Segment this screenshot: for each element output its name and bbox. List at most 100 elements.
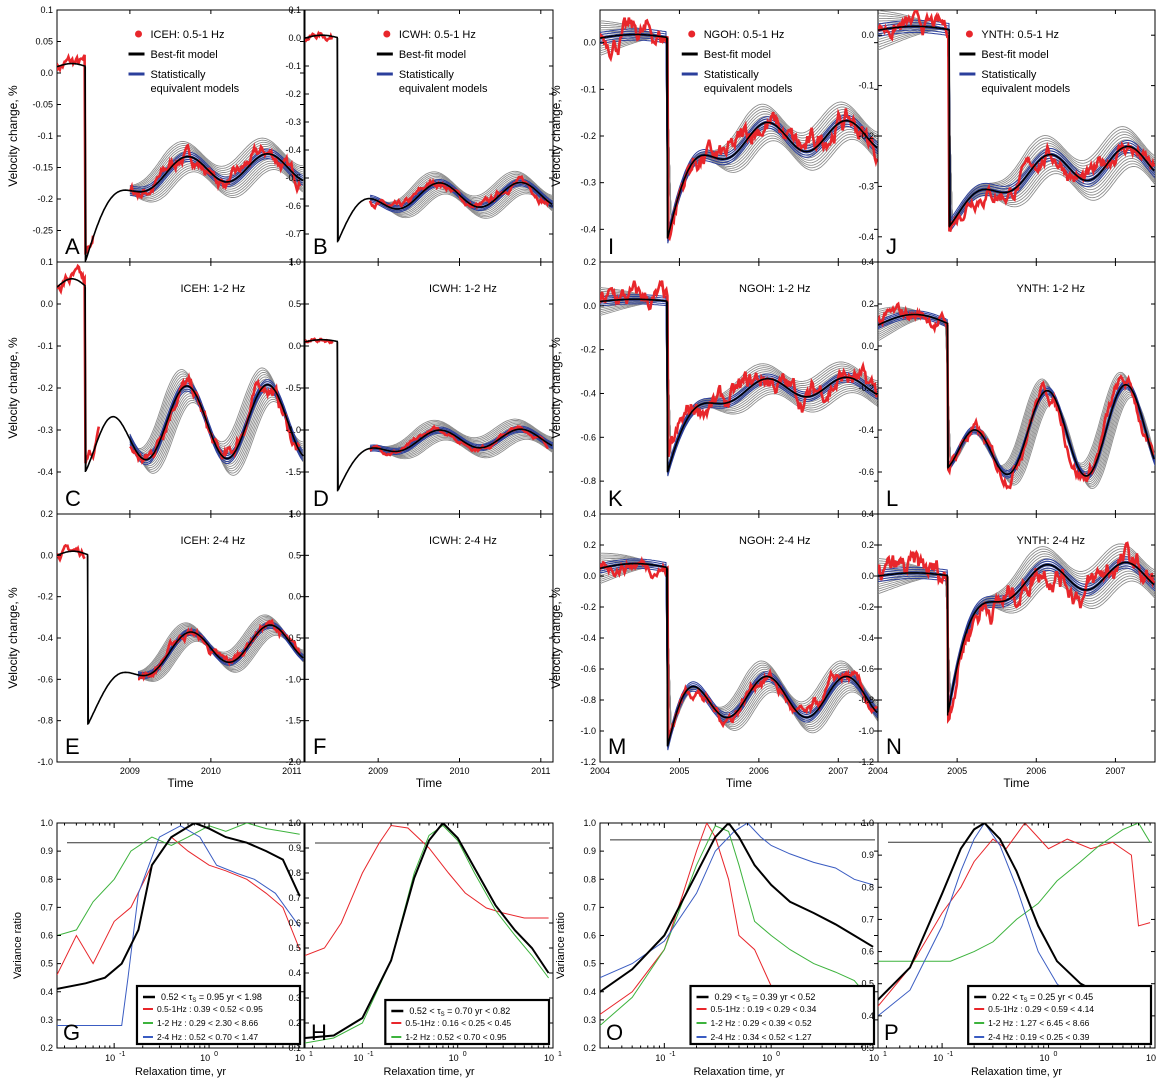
y-tick-label: 0.5 [861, 979, 874, 989]
legend-equiv-label: equivalent models [151, 83, 240, 95]
legend-best-label: Best-fit model [399, 49, 466, 61]
equivalent-model-gray [129, 139, 303, 187]
panel-K: 0.2 0.0 -0.2 -0.4 -0.6 -0.8 NGOH: 1-2 Hz K Veloc… [549, 257, 879, 515]
panel-title: NGOH: 2-4 Hz [739, 535, 811, 547]
x-tick-label: 2004 [590, 766, 610, 776]
equivalent-model-blue [600, 560, 878, 743]
best-fit-model [57, 277, 304, 472]
best-fit-model [305, 338, 553, 491]
y-tick-label: 0.1 [40, 257, 53, 267]
y-tick-label: 0.2 [861, 299, 874, 309]
x-axis-label: Time [726, 776, 753, 790]
equivalent-model-gray [369, 437, 553, 459]
equivalent-model-gray [878, 15, 1155, 223]
legend-row: 2-4 Hz : 0.19 < 0.25 < 0.39 [988, 1032, 1089, 1042]
y-tick-label: -0.5 [285, 633, 301, 643]
y-tick-label: -0.2 [37, 383, 53, 393]
panel-letter: G [63, 1020, 80, 1045]
y-tick-label: -0.1 [37, 131, 53, 141]
legend-observed-label: ICEH: 0.5-1 Hz [151, 29, 225, 41]
x-tick-label-exponent: 0 [1054, 1051, 1058, 1058]
plot-area [305, 337, 553, 492]
x-tick-label: 10 [200, 1053, 210, 1063]
y-tick-label: 0.0 [40, 299, 53, 309]
x-tick-label: 10 [1146, 1053, 1156, 1063]
legend-row: 2-4 Hz : 0.34 < 0.52 < 1.27 [711, 1032, 812, 1042]
panel-letter: M [608, 734, 626, 759]
panel-title: ICEH: 1-2 Hz [181, 283, 246, 295]
axes-frame [304, 261, 554, 515]
variance-series-vr_1_2 [600, 825, 874, 1026]
panel-letter: F [313, 734, 326, 759]
best-fit-model [878, 25, 1155, 229]
observed-series [129, 372, 301, 465]
x-tick-label-exponent: 1 [558, 1051, 562, 1058]
y-tick-label: -0.05 [32, 100, 53, 110]
panel-title: YNTH: 2-4 Hz [1017, 535, 1085, 547]
panel-letter: P [884, 1020, 899, 1045]
panel-L: 0.4 0.2 0.0 -0.2 -0.4 -0.6 YNTH: 1-2 Hz L [858, 257, 1156, 515]
axes-frame [877, 513, 1156, 763]
y-tick-label: 0.3 [861, 1043, 874, 1053]
legend-head-sub: S [192, 998, 196, 1004]
y-tick-label: -0.4 [580, 224, 596, 234]
variance-series-vr_05_1 [878, 823, 1151, 1007]
panel-letter: E [65, 734, 80, 759]
y-tick-label: 0.0 [861, 341, 874, 351]
panel-A: 0.1 0.05 0.0 -0.05 -0.1 -0.15 -0.2 -0.25 ICEH: 0… [6, 5, 305, 263]
legend-box [384, 998, 551, 1046]
legend-observed-marker [135, 30, 143, 38]
equivalent-model-gray [369, 170, 553, 203]
plot-area [57, 52, 304, 262]
equivalent-model-gray [878, 568, 1155, 699]
y-tick-label: 0.0 [288, 33, 301, 43]
x-tick-label-exponent: 1 [309, 1051, 313, 1058]
y-tick-label: 0.05 [35, 37, 53, 47]
y-tick-label: 0.8 [861, 882, 874, 892]
equivalent-model-blue [600, 28, 878, 233]
y-tick-label: 0.2 [40, 1043, 53, 1053]
x-axis-label: Time [1003, 776, 1030, 790]
panel-letter: N [886, 734, 902, 759]
y-tick-label: -0.8 [580, 476, 596, 486]
legend-equiv-label: Statistically [151, 69, 207, 81]
equivalent-model-gray [369, 438, 553, 460]
equivalent-model-gray [878, 553, 1155, 698]
y-tick-label: 1.0 [288, 257, 301, 267]
y-tick-label: -0.3 [37, 425, 53, 435]
panel-letter: C [65, 486, 81, 511]
y-tick-label: 0.2 [583, 257, 596, 267]
y-tick-label: 0.4 [861, 1011, 874, 1021]
y-tick-label: -1.0 [285, 425, 301, 435]
legend-equiv-label: Statistically [981, 69, 1037, 81]
y-tick-label: -0.2 [580, 602, 596, 612]
variance-series-vr_all [57, 823, 301, 990]
panel-letter: H [311, 1020, 327, 1045]
plot-area [57, 263, 304, 476]
y-tick-label: 0.0 [861, 571, 874, 581]
panel-H: 1.00.90.80.70.60.50.40.30.20.110 -1 10 0 10 1… [288, 818, 562, 1078]
equivalent-model-gray [129, 141, 303, 188]
y-tick-label: -0.4 [858, 633, 874, 643]
y-tick-label: 0.6 [288, 918, 301, 928]
x-tick-label: 2011 [531, 766, 550, 776]
y-tick-label: -0.8 [37, 716, 53, 726]
y-tick-label: -0.6 [858, 664, 874, 674]
panel-B: 0.1 0.0 -0.1 -0.2 -0.3 -0.4 -0.5 -0.6 -0.7 ICWH: … [285, 5, 554, 263]
equivalent-model-blue [878, 19, 1155, 221]
legend-row: 0.5-1Hz : 0.19 < 0.29 < 0.34 [711, 1004, 817, 1014]
x-tick-label: 2011 [282, 766, 301, 776]
y-tick-label: -0.2 [858, 131, 874, 141]
y-tick-label: -0.2 [285, 89, 301, 99]
y-tick-label: -0.15 [32, 163, 53, 173]
x-tick-label: 2009 [368, 766, 388, 776]
x-tick-label: 10 [449, 1053, 459, 1063]
best-fit-model [305, 34, 553, 242]
x-tick-label: 2007 [1105, 766, 1125, 776]
equivalent-model-blue [878, 310, 1155, 473]
legend-head-tail: = 0.39 yr < 0.52 [750, 992, 816, 1002]
equivalent-model-gray [369, 418, 553, 448]
equivalent-model-gray [600, 35, 878, 226]
legend-row: 1-2 Hz : 0.29 < 2.30 < 8.66 [157, 1018, 258, 1028]
